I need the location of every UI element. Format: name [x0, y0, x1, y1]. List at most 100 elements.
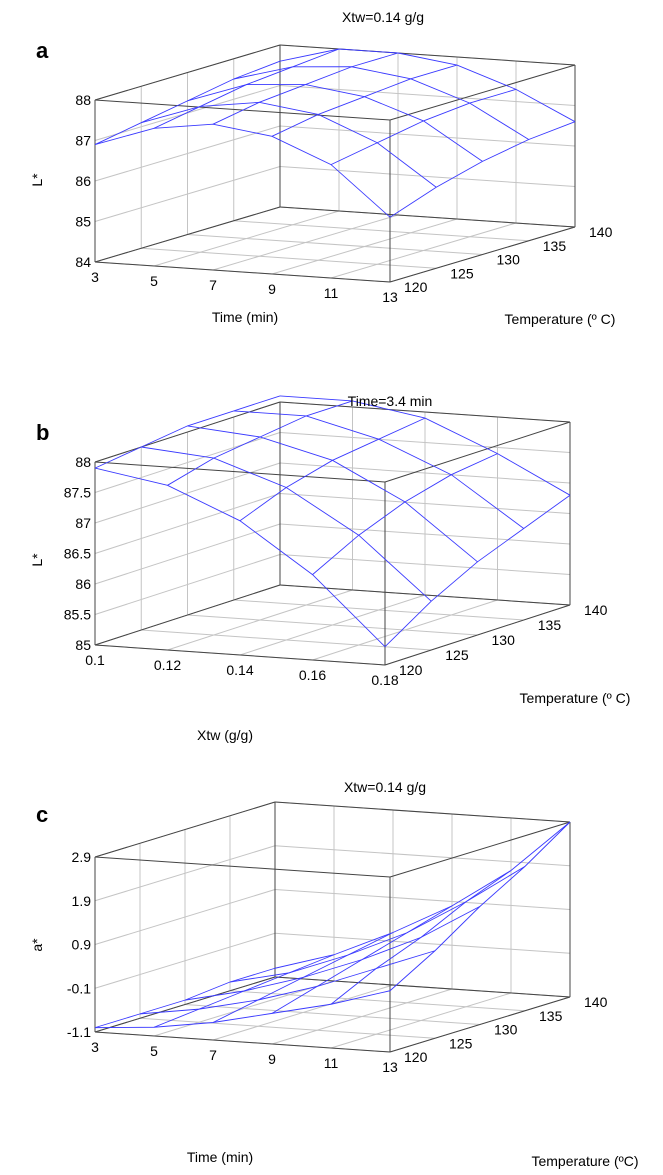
y-tick-label: 140: [589, 224, 613, 240]
box-edge: [94, 206, 281, 263]
x-tick-label: 0.16: [299, 667, 326, 683]
mesh-line: [384, 494, 571, 648]
x-tick-label: 0.1: [85, 652, 105, 668]
x-tick-label: 3: [91, 269, 99, 285]
z-tick-label: 88: [75, 92, 91, 108]
x-tick-label: 7: [209, 277, 217, 293]
grid-line: [274, 932, 571, 954]
x-tick-label: 11: [324, 285, 339, 301]
mesh-line: [167, 400, 353, 486]
chart-title: Time=3.4 min: [348, 393, 433, 409]
x-tick-label: 0.14: [226, 662, 253, 678]
box-edge: [279, 44, 576, 66]
grid-line: [141, 629, 432, 651]
z-tick-label: 1.9: [72, 893, 92, 909]
grid-line: [233, 220, 529, 242]
y-tick-label: 135: [543, 238, 567, 254]
y-tick-label: 130: [494, 1022, 518, 1038]
mesh-line: [233, 66, 529, 140]
box-edge: [94, 1031, 391, 1053]
box-edge: [274, 976, 571, 998]
x-tick-label: 9: [268, 1051, 276, 1067]
y-tick-label: 120: [404, 1049, 428, 1065]
z-tick-label: 2.9: [72, 849, 92, 865]
mesh-line: [187, 425, 478, 563]
y-tick-label: 120: [404, 279, 428, 295]
grid-line: [274, 889, 571, 910]
z-tick-label: 87: [75, 133, 91, 149]
mesh-line: [153, 48, 340, 129]
z-tick-label: 87.5: [64, 485, 91, 501]
x-tick-label: 7: [209, 1047, 217, 1063]
x-axis-label: Xtw (g/g): [197, 727, 253, 743]
mesh-line: [239, 417, 426, 522]
box-edge: [94, 976, 276, 1033]
mesh-line: [212, 932, 394, 1023]
box-edge: [384, 421, 571, 483]
box-edge: [94, 584, 281, 646]
grid-line: [141, 247, 437, 269]
grid-line: [279, 166, 576, 187]
mesh-line: [184, 905, 481, 1001]
box-edge: [389, 821, 571, 878]
y-axis-label: Temperature (º C): [520, 690, 631, 706]
mesh-line: [271, 905, 453, 1014]
mesh-line: [94, 967, 276, 1029]
mesh-line: [271, 64, 458, 137]
z-tick-label: 85.5: [64, 607, 91, 623]
box-edge: [94, 461, 386, 483]
y-tick-label: 125: [449, 1035, 473, 1051]
mesh-line: [389, 121, 576, 218]
panel-label: c: [36, 802, 48, 827]
mesh-line: [389, 821, 571, 992]
y-tick-label: 135: [538, 617, 562, 633]
z-axis-label: L*: [29, 553, 45, 567]
z-tick-label: 86.5: [64, 546, 91, 562]
z-tick-label: 0.9: [72, 937, 92, 953]
grid-line: [184, 1004, 481, 1025]
chart-title: Xtw=0.14 g/g: [344, 779, 426, 795]
z-tick-label: 84: [75, 254, 91, 270]
mesh-line: [153, 954, 335, 1028]
box-edge: [389, 226, 576, 283]
x-axis-label: Time (min): [187, 1149, 253, 1165]
y-tick-label: 120: [399, 662, 423, 678]
mesh-line: [330, 870, 512, 1005]
x-tick-label: 5: [150, 1043, 158, 1059]
x-tick-label: 0.12: [154, 657, 181, 673]
mesh-line: [94, 123, 391, 218]
mesh-line: [212, 52, 399, 125]
box-edge: [94, 856, 391, 878]
grid-line: [139, 1017, 436, 1039]
grid-line: [279, 85, 576, 106]
mesh-line: [279, 48, 576, 123]
grid-line: [229, 990, 526, 1012]
mesh-line: [141, 101, 437, 188]
box-edge: [389, 64, 576, 121]
z-tick-label: 86: [75, 576, 91, 592]
box-edge: [384, 604, 571, 666]
mesh-line: [312, 453, 498, 575]
box-edge: [94, 644, 386, 666]
y-tick-label: 130: [492, 632, 516, 648]
panel-label: b: [36, 420, 49, 445]
x-axis-label: Time (min): [212, 309, 278, 325]
z-tick-label: -0.1: [67, 980, 91, 996]
mesh-line: [94, 60, 281, 145]
mesh-line: [330, 88, 517, 166]
z-tick-label: 85: [75, 214, 91, 230]
x-tick-label: 5: [150, 273, 158, 289]
y-tick-label: 130: [497, 252, 521, 268]
y-tick-label: 135: [539, 1008, 563, 1024]
z-axis-label: a*: [29, 938, 45, 952]
grid-line: [233, 599, 524, 621]
mesh-line: [229, 865, 526, 983]
mesh-line: [94, 395, 281, 469]
y-tick-label: 140: [584, 602, 608, 618]
x-tick-label: 9: [268, 281, 276, 297]
y-axis-label: Temperature (ºC): [531, 1153, 638, 1169]
x-tick-label: 13: [382, 289, 398, 305]
box-edge: [274, 801, 571, 823]
grid-line: [274, 845, 571, 867]
